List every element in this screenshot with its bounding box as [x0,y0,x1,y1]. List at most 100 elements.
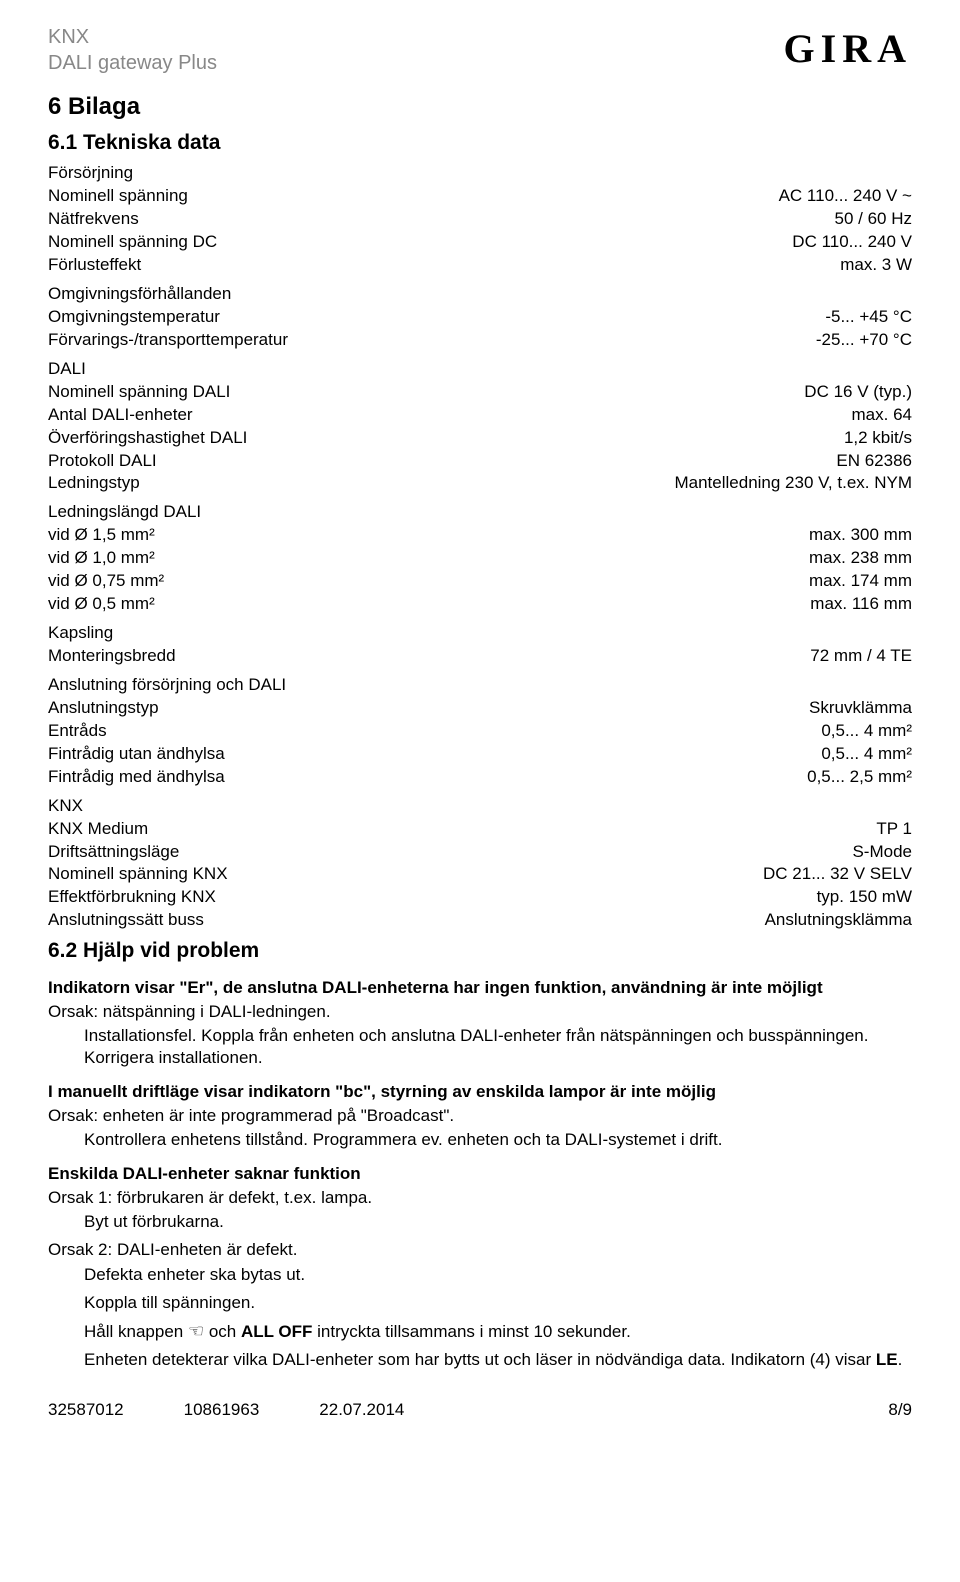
spec-row: Nätfrekvens50 / 60 Hz [48,208,912,231]
spec-label: Fintrådig med ändhylsa [48,766,787,789]
spec-value: max. 3 W [820,254,912,277]
spec-row: Nominell spänning DALIDC 16 V (typ.) [48,381,912,404]
spec-value: max. 238 mm [789,547,912,570]
spec-row: Fintrådig med ändhylsa0,5... 2,5 mm² [48,766,912,789]
spec-value: -5... +45 °C [805,306,912,329]
spec-group: OmgivningsförhållandenOmgivningstemperat… [48,283,912,352]
spec-value: Skruvklämma [789,697,912,720]
header-line2: DALI gateway Plus [48,50,912,76]
spec-row: Förlusteffektmax. 3 W [48,254,912,277]
spec-value: max. 116 mm [790,593,912,616]
brand-logo: GIRA [784,24,912,74]
header-line1: KNX [48,24,912,50]
spec-row: Omgivningstemperatur-5... +45 °C [48,306,912,329]
spec-row: AnslutningstypSkruvklämma [48,697,912,720]
prob3-fix-line: Byt ut förbrukarna. [48,1211,912,1233]
spec-group: KNXKNX MediumTP 1DriftsättningslägeS-Mod… [48,795,912,933]
text-last: Enheten detekterar vilka DALI-enheter so… [84,1350,876,1369]
spec-row: Förvarings-/transporttemperatur-25... +7… [48,329,912,352]
spec-group: Ledningslängd DALIvid Ø 1,5 mm²max. 300 … [48,501,912,616]
all-off-label: ALL OFF [241,1322,312,1341]
prob3-last: Enheten detekterar vilka DALI-enheter so… [48,1349,912,1371]
prob1-heading: Indikatorn visar "Er", de anslutna DALI-… [48,977,912,999]
spec-label: Överföringshastighet DALI [48,427,824,450]
spec-label: Nominell spänning [48,185,759,208]
prob3-heading: Enskilda DALI-enheter saknar funktion [48,1163,912,1185]
spec-group-title: Kapsling [48,622,912,645]
spec-label: Fintrådig utan ändhylsa [48,743,801,766]
spec-label: Effektförbrukning KNX [48,886,797,909]
spec-value: 0,5... 2,5 mm² [787,766,912,789]
spec-group-title: Omgivningsförhållanden [48,283,912,306]
spec-row: Protokoll DALIEN 62386 [48,450,912,473]
spec-value: 50 / 60 Hz [815,208,913,231]
spec-group-title: DALI [48,358,912,381]
spec-value: DC 110... 240 V [772,231,912,254]
spec-row: Anslutningssätt bussAnslutningsklämma [48,909,912,932]
spec-group-title: Anslutning försörjning och DALI [48,674,912,697]
spec-group-title: Försörjning [48,162,912,185]
spec-label: vid Ø 1,5 mm² [48,524,789,547]
spec-label: Anslutningstyp [48,697,789,720]
spec-label: vid Ø 1,0 mm² [48,547,789,570]
le-label: LE [876,1350,898,1369]
spec-row: Nominell spänningAC 110... 240 V ~ [48,185,912,208]
spec-value: max. 174 mm [789,570,912,593]
spec-value: DC 21... 32 V SELV [743,863,912,886]
spec-value: -25... +70 °C [796,329,912,352]
spec-label: Förvarings-/transporttemperatur [48,329,796,352]
spec-label: Driftsättningsläge [48,841,832,864]
prob3-fix-line: Defekta enheter ska bytas ut. [48,1264,912,1286]
spec-label: Nätfrekvens [48,208,815,231]
heading-tekniska: 6.1 Tekniska data [48,130,912,156]
spec-label: Protokoll DALI [48,450,816,473]
spec-group: KapslingMonteringsbredd72 mm / 4 TE [48,622,912,668]
spec-value: TP 1 [856,818,912,841]
spec-row: DriftsättningslägeS-Mode [48,841,912,864]
spec-row: Överföringshastighet DALI1,2 kbit/s [48,427,912,450]
spec-label: Monteringsbredd [48,645,790,668]
spec-group: DALINominell spänning DALIDC 16 V (typ.)… [48,358,912,496]
spec-row: Nominell spänning DCDC 110... 240 V [48,231,912,254]
problem-3: Enskilda DALI-enheter saknar funktion Or… [48,1163,912,1371]
spec-value: S-Mode [832,841,912,864]
spec-group-title: Ledningslängd DALI [48,501,912,524]
spec-label: Förlusteffekt [48,254,820,277]
spec-row: LedningstypMantelledning 230 V, t.ex. NY… [48,472,912,495]
spec-value: 0,5... 4 mm² [801,743,912,766]
spec-row: KNX MediumTP 1 [48,818,912,841]
prob2-fix: Kontrollera enhetens tillstånd. Programm… [48,1129,912,1151]
spec-value: AC 110... 240 V ~ [759,185,912,208]
spec-label: Nominell spänning KNX [48,863,743,886]
spec-value: max. 64 [832,404,912,427]
footer-page: 8/9 [888,1399,912,1420]
spec-label: KNX Medium [48,818,856,841]
prob2-heading: I manuellt driftläge visar indikatorn "b… [48,1081,912,1103]
spec-row: vid Ø 0,75 mm²max. 174 mm [48,570,912,593]
spec-value: typ. 150 mW [797,886,912,909]
spec-row: Nominell spänning KNXDC 21... 32 V SELV [48,863,912,886]
spec-label: Nominell spänning DALI [48,381,784,404]
prob1-cause: Orsak: nätspänning i DALI-ledningen. [48,1001,912,1023]
spec-value: 1,2 kbit/s [824,427,912,450]
footer-code1: 32587012 [48,1399,124,1420]
heading-hjalp: 6.2 Hjälp vid problem [48,938,912,964]
spec-label: Nominell spänning DC [48,231,772,254]
header-product: KNX DALI gateway Plus [48,24,912,76]
prob2-cause: Orsak: enheten är inte programmerad på "… [48,1105,912,1127]
spec-label: vid Ø 0,75 mm² [48,570,789,593]
spec-group-title: KNX [48,795,912,818]
prob3-cause-line: Orsak 2: DALI-enheten är defekt. [48,1239,912,1261]
footer-code2: 10861963 [184,1399,260,1420]
spec-row: Fintrådig utan ändhylsa0,5... 4 mm² [48,743,912,766]
problem-2: I manuellt driftläge visar indikatorn "b… [48,1081,912,1151]
page-footer: 32587012 10861963 22.07.2014 8/9 [48,1399,912,1420]
spec-row: vid Ø 1,5 mm²max. 300 mm [48,524,912,547]
prob3-fix-line: Koppla till spänningen. [48,1292,912,1314]
spec-value: max. 300 mm [789,524,912,547]
spec-label: Antal DALI-enheter [48,404,832,427]
heading-bilaga: 6 Bilaga [48,92,912,122]
spec-label: Ledningstyp [48,472,654,495]
spec-row: vid Ø 0,5 mm²max. 116 mm [48,593,912,616]
spec-label: Entråds [48,720,801,743]
